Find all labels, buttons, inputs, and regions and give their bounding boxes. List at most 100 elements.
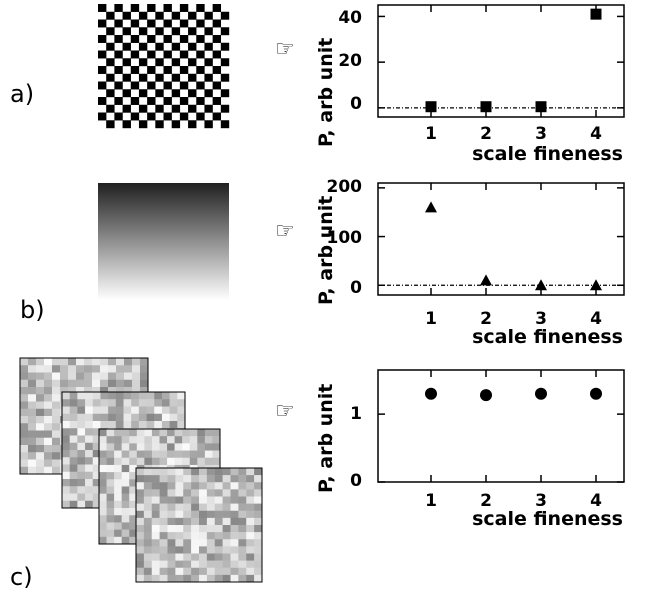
checker-cell bbox=[138, 58, 148, 67]
data-point bbox=[535, 387, 547, 400]
checker-cell bbox=[204, 27, 213, 36]
x-axis-title: scale fineness bbox=[472, 326, 623, 348]
checker-cell bbox=[130, 66, 140, 74]
y-tick-label: 200 bbox=[327, 177, 363, 197]
checker-cell bbox=[155, 11, 164, 20]
checker-cell bbox=[171, 27, 181, 36]
pointing-hand-icon: ☞ bbox=[275, 37, 295, 62]
checker-cell bbox=[147, 50, 156, 59]
checker-cell bbox=[138, 42, 148, 51]
checker-cell bbox=[138, 104, 148, 113]
checker-cell bbox=[196, 35, 205, 43]
checker-cell bbox=[147, 35, 156, 43]
x-tick-label: 3 bbox=[535, 309, 547, 329]
x-tick-label: 4 bbox=[590, 491, 602, 511]
checker-cell bbox=[212, 19, 222, 28]
checker-cell bbox=[138, 120, 148, 129]
panel-label-b: b) bbox=[20, 296, 45, 324]
checker-cell bbox=[204, 73, 213, 82]
checker-cell bbox=[212, 50, 222, 59]
gradient-image bbox=[98, 183, 229, 300]
checker-cell bbox=[188, 11, 197, 20]
x-tick-label: 2 bbox=[480, 309, 492, 329]
checker-cell bbox=[212, 112, 222, 121]
checker-cell bbox=[163, 4, 172, 12]
checker-cell bbox=[122, 42, 131, 51]
checker-cell bbox=[179, 81, 189, 90]
y-tick-label: 1 bbox=[350, 404, 362, 424]
x-tick-label: 1 bbox=[425, 309, 437, 329]
checker-cell bbox=[147, 81, 156, 90]
checker-cell bbox=[106, 58, 115, 67]
data-point bbox=[590, 279, 602, 291]
data-point bbox=[480, 389, 492, 402]
plot-frame bbox=[377, 4, 625, 118]
checker-cell bbox=[106, 42, 115, 51]
x-tick-label: 4 bbox=[590, 124, 602, 144]
checker-cell bbox=[155, 120, 164, 129]
checker-cell bbox=[98, 35, 107, 43]
checker-cell bbox=[188, 42, 197, 51]
checker-cell bbox=[114, 35, 123, 43]
y-tick-label: 0 bbox=[350, 278, 362, 298]
checker-cell bbox=[188, 58, 197, 67]
checker-cell bbox=[155, 58, 164, 67]
noise-image-stack bbox=[19, 357, 263, 583]
panel-label-a: a) bbox=[10, 80, 34, 108]
x-tick-label: 2 bbox=[480, 491, 492, 511]
x-tick-label: 1 bbox=[425, 491, 437, 511]
checker-cell bbox=[155, 27, 164, 36]
checker-cell bbox=[196, 66, 205, 74]
checker-cell bbox=[220, 42, 230, 51]
checker-cell bbox=[114, 112, 123, 121]
checker-cell bbox=[155, 89, 164, 98]
data-point bbox=[425, 387, 437, 400]
checker-cell bbox=[114, 66, 123, 74]
y-tick-label: 20 bbox=[338, 51, 362, 71]
checker-cell bbox=[130, 81, 140, 90]
checker-cell bbox=[147, 19, 156, 28]
checker-cell bbox=[98, 66, 107, 74]
checker-cell bbox=[163, 97, 172, 105]
checker-cell bbox=[122, 11, 131, 20]
checker-cell bbox=[114, 4, 123, 12]
y-axis-title: P, arb unit bbox=[315, 384, 337, 493]
checker-cell bbox=[204, 58, 213, 67]
checker-cell bbox=[155, 42, 164, 51]
checker-cell bbox=[196, 4, 205, 12]
checker-cell bbox=[98, 112, 107, 121]
checker-cell bbox=[188, 120, 197, 129]
plot-frame bbox=[377, 182, 625, 296]
checker-cell bbox=[138, 27, 148, 36]
checker-cell bbox=[122, 120, 131, 129]
checker-cell bbox=[220, 58, 230, 67]
checker-cell bbox=[220, 89, 230, 98]
checker-cell bbox=[155, 73, 164, 82]
y-axis-title: P, arb unit bbox=[315, 196, 337, 305]
checker-cell bbox=[147, 66, 156, 74]
checker-cell bbox=[179, 19, 189, 28]
checker-cell bbox=[114, 81, 123, 90]
x-tick-label: 3 bbox=[535, 124, 547, 144]
checker-cell bbox=[130, 4, 140, 12]
checker-cell bbox=[163, 66, 172, 74]
checker-cell bbox=[188, 104, 197, 113]
checker-cell bbox=[204, 120, 213, 129]
x-tick-label: 4 bbox=[590, 309, 602, 329]
data-point bbox=[480, 101, 492, 113]
checker-cell bbox=[163, 19, 172, 28]
checker-cell bbox=[98, 4, 107, 12]
checker-cell bbox=[138, 11, 148, 20]
checker-cell bbox=[220, 120, 230, 129]
noise-sheet bbox=[135, 467, 263, 583]
checker-cell bbox=[106, 11, 115, 20]
checker-cell bbox=[106, 27, 115, 36]
checker-cell bbox=[179, 4, 189, 12]
checker-cell bbox=[196, 50, 205, 59]
checker-cell bbox=[196, 81, 205, 90]
data-point bbox=[425, 201, 437, 213]
y-tick-label: 0 bbox=[350, 471, 362, 491]
checker-cell bbox=[204, 104, 213, 113]
checker-cell bbox=[188, 89, 197, 98]
